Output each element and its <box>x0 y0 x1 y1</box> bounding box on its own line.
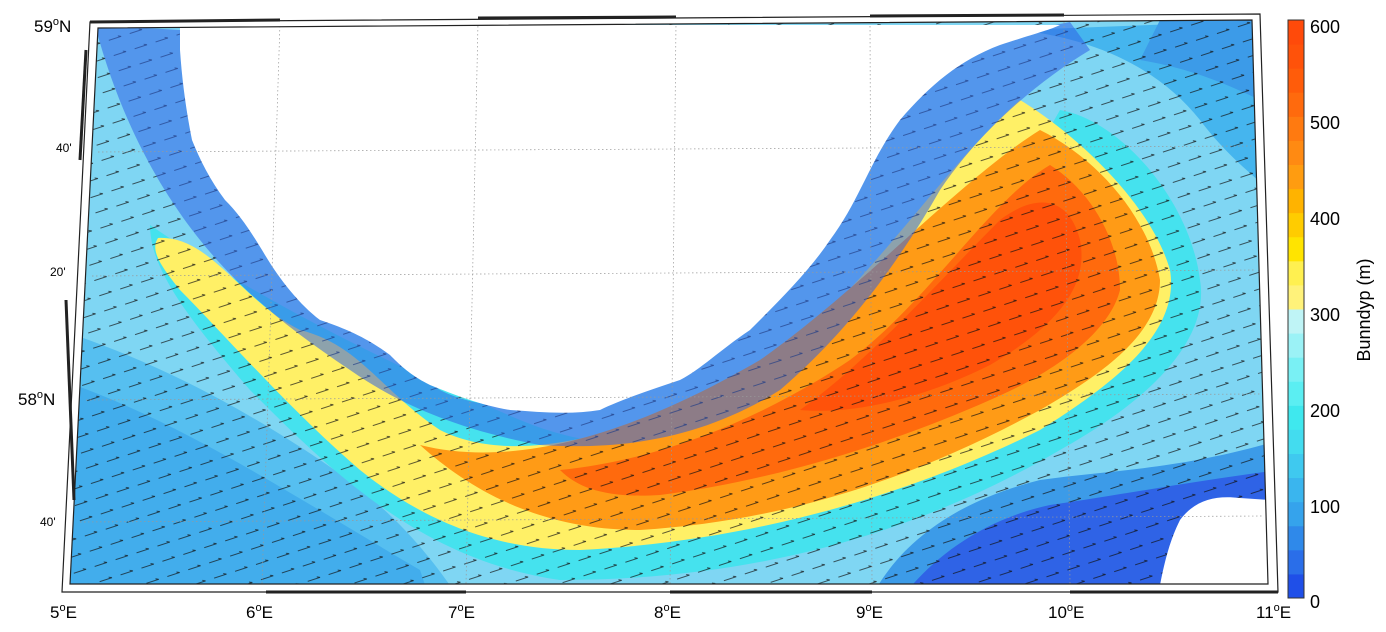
lat-minor-label: 40' <box>56 141 72 155</box>
colorbar-tick-label: 300 <box>1310 305 1340 325</box>
lon-label-9: 9oE <box>856 602 883 622</box>
colorbar-segment <box>1288 140 1304 165</box>
colorbar-segment <box>1288 116 1304 141</box>
land-norway <box>180 25 1060 413</box>
colorbar-segment <box>1288 212 1304 238</box>
colorbar-segment <box>1288 20 1304 45</box>
colorbar-segment <box>1288 357 1304 382</box>
colorbar-segment <box>1288 333 1304 358</box>
colorbar-segment <box>1288 525 1304 551</box>
map-area <box>70 20 1268 584</box>
graticule <box>79 21 1265 584</box>
colorbar-segment <box>1288 188 1304 214</box>
colorbar-tick-label: 100 <box>1310 497 1340 517</box>
lon-label-10: 10oE <box>1048 602 1084 622</box>
colorbar-segment <box>1288 164 1304 190</box>
colorbar-segment <box>1288 68 1304 93</box>
lon-label-7: 7oE <box>448 602 475 622</box>
lon-label-8: 8oE <box>654 602 681 622</box>
lon-label-11: 11oE <box>1256 602 1291 622</box>
colorbar-segment <box>1288 405 1304 430</box>
map-frame <box>61 13 1279 594</box>
colorbar-segment <box>1288 284 1304 310</box>
colorbar-segment <box>1288 573 1304 599</box>
longitude-labels: 5oE 6oE 7oE 8oE 9oE 10oE 11oE <box>50 602 1291 622</box>
colorbar-segment <box>1288 260 1304 286</box>
colorbar-border <box>1287 19 1305 599</box>
lat-minor-label: 40' <box>40 515 56 529</box>
colorbar-tick-label: 500 <box>1310 113 1340 133</box>
colorbar-segment <box>1288 44 1304 69</box>
lat-label-59: 59oN <box>34 16 71 36</box>
colorbar-segment <box>1288 92 1304 117</box>
latitude-labels: 59oN 58oN 40' 20' 40' <box>18 16 72 529</box>
colorbar-tick-label: 200 <box>1310 401 1340 421</box>
colorbar-tick-label: 600 <box>1310 17 1340 37</box>
colorbar-tick-label: 0 <box>1310 592 1320 612</box>
colorbar-segment <box>1288 429 1304 454</box>
colorbar-segment <box>1288 477 1304 503</box>
frame-ticks <box>64 13 1278 594</box>
lat-minor-label: 20' <box>50 265 66 279</box>
colorbar-ticks: 600 500 400 300 200 100 0 <box>1310 17 1340 612</box>
colorbar-segment <box>1288 309 1304 334</box>
coastal-fringe <box>95 22 1090 447</box>
colorbar-segment <box>1288 236 1304 262</box>
colorbar-tick-label: 400 <box>1310 209 1340 229</box>
colorbar-segment <box>1288 501 1304 527</box>
colorbar-segment <box>1288 453 1304 479</box>
colorbar-segment <box>1288 549 1304 575</box>
colorbar-segment <box>1288 381 1304 406</box>
land-southeast <box>1160 497 1268 584</box>
lon-label-6: 6oE <box>246 602 273 622</box>
lat-label-58: 58oN <box>18 389 55 409</box>
lon-label-5: 5oE <box>50 602 77 622</box>
colorbar: 600 500 400 300 200 100 0 Bunndyp (m) <box>1287 17 1374 612</box>
colorbar-title: Bunndyp (m) <box>1354 258 1374 361</box>
colorbar-segments <box>1288 20 1304 599</box>
